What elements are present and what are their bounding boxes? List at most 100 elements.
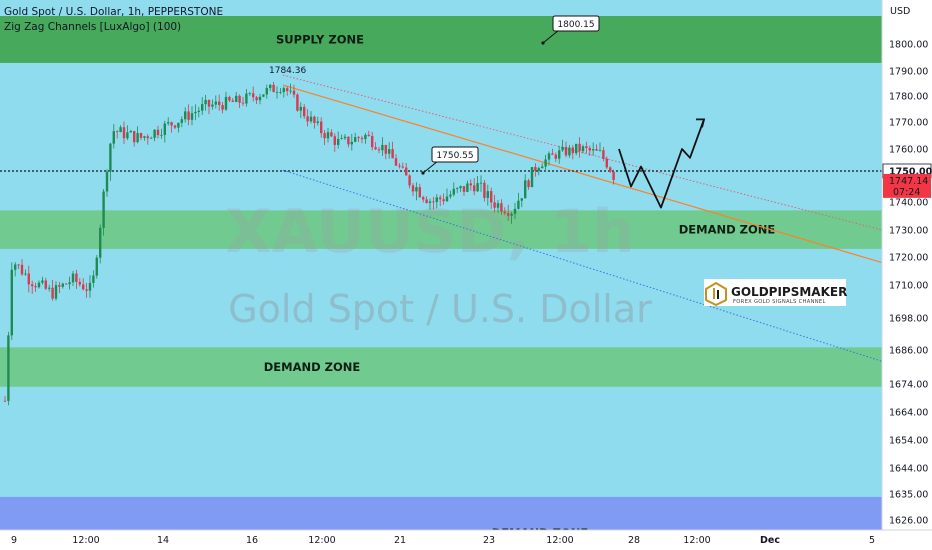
candle-body-17 <box>61 283 64 287</box>
candle-body-119 <box>408 175 411 186</box>
candle-body-20 <box>71 273 75 283</box>
candle-body-164 <box>561 146 564 151</box>
candle-body-45 <box>156 129 160 136</box>
candle-body-32 <box>112 131 115 144</box>
candle-body-5 <box>20 264 24 275</box>
candle-body-48 <box>167 122 170 124</box>
candle-body-68 <box>235 95 238 102</box>
price-tick-6: 1740.00 <box>889 198 928 209</box>
candle-body-13 <box>48 287 51 289</box>
candle-body-88 <box>303 106 306 117</box>
candle-body-174 <box>595 149 598 151</box>
candle-body-81 <box>279 91 282 93</box>
candle-body-77 <box>265 88 268 95</box>
price-tag <box>883 173 931 198</box>
candle-body-21 <box>75 273 78 282</box>
price-axis[interactable]: USD 1800.00 1790.00 1780.00 1770.00 1760.00 17… <box>881 0 932 550</box>
candle-body-101 <box>347 136 350 145</box>
candle-body-113 <box>388 149 391 154</box>
candle-body-62 <box>214 101 217 105</box>
candle-body-102 <box>350 141 353 145</box>
candle-body-149 <box>510 213 513 216</box>
candle-body-27 <box>95 257 98 276</box>
symbol-title[interactable]: Gold Spot / U.S. Dollar, 1h, PEPPERSTONE <box>4 6 224 18</box>
candle-body-69 <box>238 95 241 103</box>
candle-body-108 <box>371 135 374 148</box>
candle-body-150 <box>513 208 517 214</box>
zone-demand-2 <box>0 347 882 387</box>
time-tick-6: 23 <box>483 535 495 546</box>
channel-middle-line <box>282 84 883 264</box>
candle-body-118 <box>405 167 408 176</box>
candle-body-153 <box>524 180 527 199</box>
candle-body-15 <box>54 285 58 299</box>
price-tick-13: 1664.00 <box>889 408 928 419</box>
price-tick-3: 1770.00 <box>889 118 928 129</box>
candle-body-106 <box>364 134 367 140</box>
candle-body-109 <box>374 147 377 150</box>
candle-body-70 <box>241 102 245 104</box>
zigzag-channel <box>0 74 883 362</box>
candle-body-26 <box>92 275 95 283</box>
candle-body-61 <box>211 104 214 107</box>
candle-body-42 <box>146 136 149 139</box>
price-tick-4: 1760.00 <box>889 145 928 156</box>
candle-body-121 <box>415 187 418 192</box>
candle-body-93 <box>320 121 323 134</box>
time-tick-5: 21 <box>394 535 406 546</box>
candle-body-107 <box>367 134 370 136</box>
candle-body-41 <box>143 136 146 138</box>
candle-body-130 <box>445 196 449 202</box>
candle-body-117 <box>401 166 404 168</box>
candle-body-126 <box>432 201 435 203</box>
candle-body-100 <box>343 136 347 139</box>
candle-body-47 <box>163 123 166 135</box>
logo-candle-icon-b <box>717 290 719 299</box>
time-axis-background <box>0 530 932 550</box>
candle-body-173 <box>592 149 595 151</box>
candle-body-7 <box>27 273 30 285</box>
candle-body-4 <box>17 264 20 266</box>
indicator-title[interactable]: Zig Zag Channels [LuxAlgo] (100) <box>4 21 182 33</box>
candle-body-157 <box>537 168 540 171</box>
candle-body-80 <box>275 91 279 93</box>
candle-body-83 <box>286 88 289 91</box>
candle-body-135 <box>462 186 466 192</box>
candle-body-49 <box>170 122 173 126</box>
candle-body-6 <box>24 273 27 275</box>
candle-body-11 <box>41 280 44 283</box>
time-tick-2: 14 <box>157 535 169 546</box>
candle-body-37 <box>129 131 132 133</box>
candle-body-161 <box>551 153 554 155</box>
candle-body-33 <box>116 131 119 133</box>
time-axis[interactable]: 9 12:00 14 16 12:00 21 23 12:00 28 12:00 Dec 5 <box>0 529 932 550</box>
candle-body-158 <box>541 166 544 169</box>
candle-body-162 <box>554 154 557 159</box>
candle-body-85 <box>292 90 296 95</box>
candle-body-44 <box>153 129 156 138</box>
candle-body-59 <box>204 99 207 105</box>
level-tag-label: 1750.00 <box>889 167 932 178</box>
zone-label-1: DEMAND ZONE <box>679 223 776 237</box>
candle-body-155 <box>530 167 534 188</box>
candle-body-52 <box>180 119 183 123</box>
candle-body-94 <box>323 133 326 139</box>
candle-body-104 <box>357 137 360 139</box>
candle-body-28 <box>99 227 102 258</box>
candle-body-56 <box>194 111 197 114</box>
candle-body-128 <box>439 197 442 200</box>
candle-body-123 <box>422 197 425 200</box>
candle-body-0 <box>3 400 7 402</box>
price-tick-11: 1686.00 <box>889 346 928 357</box>
logo-background <box>704 279 846 306</box>
candle-body-22 <box>78 281 81 285</box>
price-tick-16: 1635.00 <box>889 490 928 501</box>
candle-body-122 <box>418 187 421 198</box>
candle-body-146 <box>500 203 503 212</box>
callout-leader-0 <box>542 29 560 44</box>
candle-body-131 <box>449 194 452 197</box>
logo-name: GOLDPIPSMAKER <box>731 285 847 299</box>
logo-candle-icon-a <box>713 288 715 299</box>
candle-body-84 <box>289 90 292 92</box>
